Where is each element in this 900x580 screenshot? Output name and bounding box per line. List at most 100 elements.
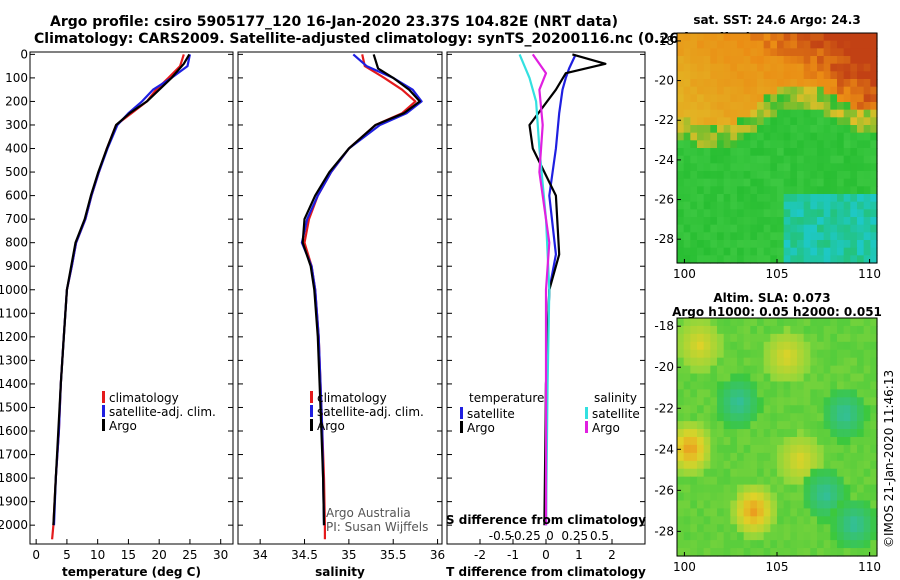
heatmap-cell <box>743 421 751 430</box>
heatmap-cell <box>810 240 818 249</box>
heatmap-cell <box>683 357 691 367</box>
heatmap-cell <box>830 171 838 180</box>
heatmap-cell <box>777 247 785 256</box>
heatmap-cell <box>810 232 818 241</box>
heatmap-cell <box>743 224 751 233</box>
heatmap-cell <box>837 381 845 390</box>
heatmap-cell <box>697 186 705 195</box>
heatmap-cell <box>870 460 878 470</box>
heatmap-cell <box>830 349 838 359</box>
heatmap-cell <box>737 349 745 359</box>
heatmap-cell <box>730 413 738 422</box>
heatmap-cell <box>683 524 691 533</box>
heatmap-cell <box>857 132 865 141</box>
heatmap-cell <box>737 540 745 549</box>
heatmap-cell <box>857 171 865 180</box>
heatmap-cell <box>783 71 791 80</box>
heatmap-cell <box>857 325 865 335</box>
heatmap-cell <box>797 468 805 478</box>
heatmap-cell <box>863 318 871 327</box>
heatmap-cell <box>777 341 785 351</box>
heatmap-cell <box>870 508 878 517</box>
heatmap-cell <box>703 201 711 210</box>
heatmap-cell <box>783 209 791 218</box>
heatmap-cell <box>863 224 871 233</box>
heatmap-cell <box>750 63 758 72</box>
heatmap-cell <box>837 217 845 226</box>
heatmap-cell <box>757 148 765 157</box>
heatmap-cell <box>697 452 705 462</box>
heatmap-cell <box>810 484 818 494</box>
heatmap-cell <box>810 429 818 438</box>
heatmap-cell <box>737 405 745 414</box>
heatmap-cell <box>710 102 718 111</box>
heatmap-cell <box>870 155 878 164</box>
heatmap-cell <box>763 532 771 541</box>
heatmap-cell <box>757 437 765 446</box>
x-tick-label: 36 <box>430 548 445 562</box>
credit-pi: PI: Susan Wijffels <box>326 520 428 534</box>
heatmap-cell <box>677 217 685 226</box>
heatmap-cell <box>763 524 771 533</box>
heatmap-cell <box>790 117 798 126</box>
heatmap-cell <box>683 516 691 525</box>
legend-swatch <box>310 391 313 403</box>
heatmap-cell <box>737 468 745 478</box>
heatmap-cell <box>863 232 871 241</box>
heatmap-cell <box>750 125 758 134</box>
heatmap-cell <box>843 524 851 533</box>
heatmap-cell <box>823 40 831 49</box>
heatmap-cell <box>810 460 818 470</box>
heatmap-cell <box>783 357 791 367</box>
heatmap-cell <box>797 86 805 95</box>
heatmap-cell <box>823 444 831 454</box>
heatmap-cell <box>730 333 738 343</box>
heatmap-cell <box>763 476 771 486</box>
heatmap-cell <box>703 33 711 42</box>
heatmap-cell <box>817 117 825 126</box>
heatmap-cell <box>763 247 771 256</box>
heatmap-cell <box>783 373 791 383</box>
heatmap-cell <box>837 94 845 103</box>
heatmap-cell <box>850 437 858 446</box>
heatmap-cell <box>870 109 878 118</box>
heatmap-cell <box>677 452 685 462</box>
heatmap-cell <box>797 201 805 210</box>
heatmap-cell <box>870 224 878 233</box>
heatmap-cell <box>870 201 878 210</box>
depth-tick-label: 1200 <box>0 330 28 344</box>
heatmap-cell <box>863 500 871 509</box>
heatmap-cell <box>690 94 698 103</box>
heatmap-cell <box>863 341 871 351</box>
heatmap-cell <box>690 155 698 164</box>
heatmap-cell <box>857 397 865 406</box>
legend-swatch <box>460 407 463 419</box>
heatmap-cell <box>730 117 738 126</box>
heatmap-cell <box>777 508 785 517</box>
heatmap-cell <box>863 117 871 126</box>
heatmap-cell <box>863 365 871 375</box>
heatmap-cell <box>717 148 725 157</box>
heatmap-cell <box>750 421 758 430</box>
heatmap-cell <box>823 484 831 494</box>
heatmap-cell <box>817 247 825 256</box>
heatmap-cell <box>737 325 745 335</box>
heatmap-cell <box>717 117 725 126</box>
depth-tick-label: 400 <box>5 142 28 156</box>
heatmap-cell <box>683 548 691 557</box>
heatmap-cell <box>843 476 851 486</box>
heatmap-cell <box>797 325 805 335</box>
heatmap-cell <box>790 484 798 494</box>
heatmap-cell <box>790 79 798 88</box>
heatmap-cell <box>717 437 725 446</box>
heatmap-cell <box>757 429 765 438</box>
depth-tick-label: 200 <box>5 94 28 108</box>
heatmap-cell <box>777 140 785 149</box>
heatmap-cell <box>810 125 818 134</box>
heatmap-cell <box>710 381 718 390</box>
heatmap-cell <box>837 325 845 335</box>
heatmap-cell <box>863 247 871 256</box>
heatmap-cell <box>870 148 878 157</box>
heatmap-cell <box>723 194 731 203</box>
heatmap-cell <box>737 209 745 218</box>
